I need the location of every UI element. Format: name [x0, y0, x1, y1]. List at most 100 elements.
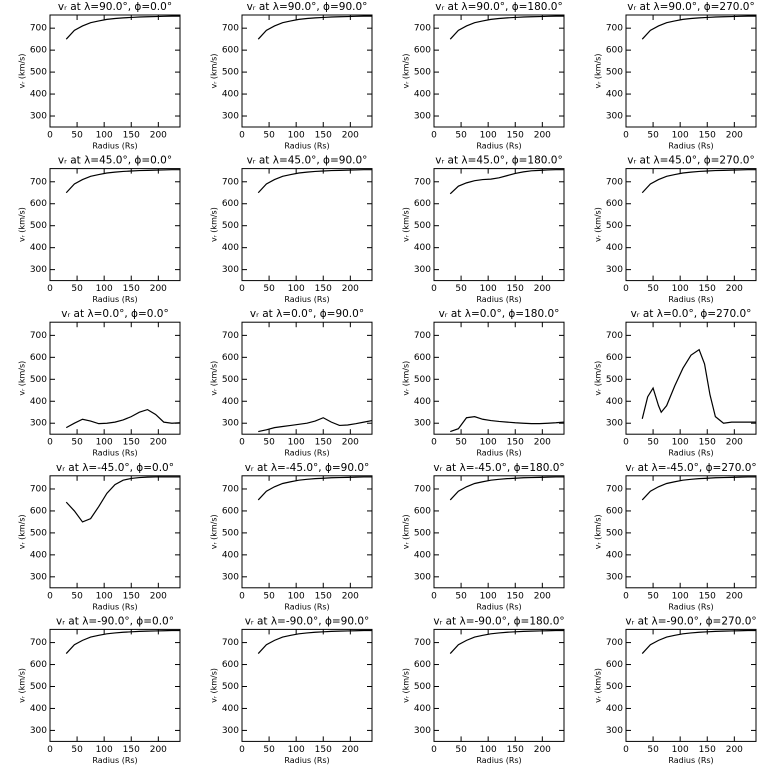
y-tick-label: 500	[30, 68, 47, 78]
y-tick-label: 500	[30, 528, 47, 538]
x-tick-label: 50	[263, 745, 275, 755]
x-tick-label: 100	[672, 745, 689, 755]
panel-title: vᵣ at λ=-45.0°, ϕ=90.0°	[245, 462, 370, 474]
panel-title: vᵣ at λ=90.0°, ϕ=90.0°	[247, 1, 368, 13]
x-tick-label: 100	[288, 284, 305, 294]
y-tick-label: 400	[414, 243, 431, 253]
y-tick-label: 400	[414, 704, 431, 714]
y-tick-label: 600	[414, 46, 431, 56]
y-tick-label: 500	[414, 221, 431, 231]
x-tick-label: 0	[431, 591, 437, 601]
x-axis-label: Radius (Rs)	[476, 602, 521, 611]
panel-title: vᵣ at λ=45.0°, ϕ=270.0°	[627, 155, 755, 167]
y-tick-label: 500	[606, 682, 623, 692]
x-tick-label: 150	[507, 591, 524, 601]
data-line	[641, 169, 756, 194]
x-tick-label: 100	[96, 131, 113, 141]
y-tick-label: 500	[414, 528, 431, 538]
y-tick-label: 400	[222, 90, 239, 100]
x-tick-label: 200	[534, 438, 551, 448]
x-tick-label: 200	[726, 284, 743, 294]
y-tick-label: 600	[606, 660, 623, 670]
y-tick-label: 400	[606, 243, 623, 253]
y-tick-label: 400	[222, 397, 239, 407]
x-tick-label: 200	[534, 284, 551, 294]
y-tick-label: 700	[30, 484, 47, 494]
plot-frame	[49, 475, 181, 589]
data-line	[65, 169, 180, 194]
data-line	[257, 476, 372, 501]
x-tick-label: 0	[623, 284, 629, 294]
x-tick-label: 150	[315, 591, 332, 601]
y-axis-label: vᵣ (km/s)	[18, 207, 27, 242]
x-tick-label: 50	[647, 131, 659, 141]
y-tick-label: 300	[222, 112, 239, 122]
x-axis-label: Radius (Rs)	[668, 142, 713, 151]
x-axis-label: Radius (Rs)	[284, 602, 329, 611]
x-tick-label: 0	[239, 745, 245, 755]
plot-frame	[433, 168, 565, 282]
x-tick-label: 0	[47, 131, 53, 141]
x-tick-label: 200	[150, 438, 167, 448]
y-tick-label: 600	[30, 506, 47, 516]
y-tick-label: 500	[606, 68, 623, 78]
y-tick-label: 500	[222, 682, 239, 692]
x-tick-label: 0	[431, 284, 437, 294]
y-axis-label: vᵣ (km/s)	[402, 54, 411, 89]
plot-frame	[625, 475, 757, 589]
y-axis-label: vᵣ (km/s)	[594, 668, 603, 703]
data-line	[641, 348, 756, 424]
panel-title: vᵣ at λ=-45.0°, ϕ=0.0°	[56, 462, 174, 474]
data-line	[641, 15, 756, 40]
y-tick-label: 300	[414, 726, 431, 736]
y-tick-label: 700	[222, 24, 239, 34]
x-axis-label: Radius (Rs)	[284, 142, 329, 151]
x-tick-label: 150	[123, 131, 140, 141]
panel-title: vᵣ at λ=90.0°, ϕ=0.0°	[58, 1, 172, 13]
y-axis-label: vᵣ (km/s)	[402, 207, 411, 242]
x-axis-label: Radius (Rs)	[476, 142, 521, 151]
y-tick-label: 400	[30, 397, 47, 407]
x-axis-label: Radius (Rs)	[92, 602, 137, 611]
panel-title: vᵣ at λ=90.0°, ϕ=270.0°	[627, 1, 755, 13]
panel-title: vᵣ at λ=-45.0°, ϕ=180.0°	[433, 462, 564, 474]
x-tick-label: 0	[623, 131, 629, 141]
y-tick-label: 700	[414, 484, 431, 494]
y-tick-label: 300	[222, 419, 239, 429]
x-axis-label: Radius (Rs)	[92, 756, 137, 765]
data-line	[449, 169, 564, 195]
y-axis-label: vᵣ (km/s)	[210, 54, 219, 89]
plot-frame	[241, 475, 373, 589]
x-tick-label: 50	[263, 131, 275, 141]
plot-frame	[433, 628, 565, 742]
y-tick-label: 500	[222, 221, 239, 231]
y-tick-label: 400	[222, 550, 239, 560]
x-tick-label: 150	[315, 745, 332, 755]
x-tick-label: 50	[647, 745, 659, 755]
x-axis-label: Radius (Rs)	[476, 449, 521, 458]
x-tick-label: 150	[315, 438, 332, 448]
x-tick-label: 200	[534, 591, 551, 601]
y-tick-label: 700	[30, 24, 47, 34]
data-line	[65, 629, 180, 654]
x-tick-label: 0	[623, 438, 629, 448]
x-tick-label: 50	[455, 591, 467, 601]
x-tick-label: 100	[288, 591, 305, 601]
x-tick-label: 150	[123, 591, 140, 601]
y-tick-label: 300	[606, 572, 623, 582]
x-tick-label: 50	[71, 284, 83, 294]
data-line	[257, 15, 372, 40]
y-axis-label: vᵣ (km/s)	[18, 668, 27, 703]
y-axis-label: vᵣ (km/s)	[18, 514, 27, 549]
x-tick-label: 200	[342, 131, 359, 141]
y-tick-label: 600	[222, 506, 239, 516]
y-tick-label: 500	[606, 528, 623, 538]
x-axis-label: Radius (Rs)	[284, 449, 329, 458]
y-tick-label: 600	[222, 46, 239, 56]
y-tick-label: 700	[222, 484, 239, 494]
y-tick-label: 700	[30, 638, 47, 648]
y-axis-label: vᵣ (km/s)	[594, 361, 603, 396]
y-tick-label: 700	[606, 331, 623, 341]
